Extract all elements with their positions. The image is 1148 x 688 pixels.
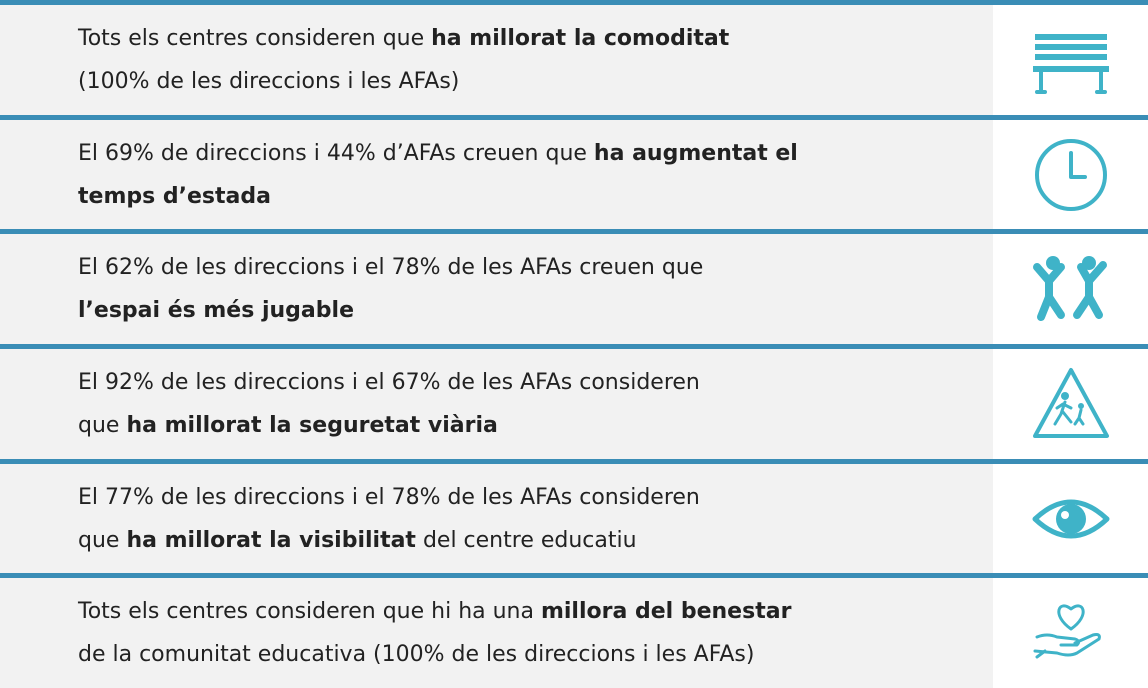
text: que bbox=[78, 527, 127, 553]
row-text: El 92% de les direccions i el 67% de les… bbox=[0, 349, 993, 459]
row-text: El 62% de les direccions i el 78% de les… bbox=[0, 234, 993, 345]
row-text: Tots els centres consideren que hi ha un… bbox=[0, 578, 993, 688]
text: Tots els centres consideren que bbox=[78, 25, 432, 51]
eye-icon bbox=[1032, 499, 1109, 539]
bold-text: ha millorat la visibilitat bbox=[126, 527, 416, 553]
bold-text: temps d’estada bbox=[78, 183, 271, 209]
row-icon bbox=[993, 234, 1148, 345]
bold-text: ha millorat la comoditat bbox=[431, 25, 730, 51]
bold-text: ha augmentat el bbox=[593, 140, 798, 166]
bold-text: l’espai és més jugable bbox=[78, 298, 354, 324]
row-text: El 77% de les direccions i el 78% de les… bbox=[0, 463, 993, 574]
text: Tots els centres consideren que hi ha un… bbox=[78, 599, 541, 625]
text-line: Tots els centres consideren que ha millo… bbox=[78, 17, 993, 60]
bench-icon bbox=[1032, 33, 1109, 94]
text-line: El 62% de les direccions i el 78% de les… bbox=[78, 246, 993, 289]
kids-icon bbox=[1032, 256, 1107, 322]
text-line: de la comunitat educativa (100% de les d… bbox=[78, 633, 993, 676]
row-icon bbox=[993, 349, 1148, 459]
text: que bbox=[78, 412, 127, 438]
row-text: El 69% de direccions i 44% d’AFAs creuen… bbox=[0, 119, 993, 230]
list-row: El 62% de les direccions i el 78% de les… bbox=[0, 229, 1148, 345]
text: El 69% de direccions i 44% d’AFAs creuen… bbox=[78, 140, 594, 166]
school-sign-icon bbox=[1032, 367, 1109, 438]
text-line: El 77% de les direccions i el 78% de les… bbox=[78, 476, 993, 519]
text: de la comunitat educativa (100% de les d… bbox=[78, 642, 755, 668]
clock-icon bbox=[1034, 138, 1107, 211]
row-text: Tots els centres consideren que ha millo… bbox=[0, 5, 993, 115]
text: El 77% de les direccions i el 78% de les… bbox=[78, 484, 700, 510]
list-row: El 92% de les direccions i el 67% de les… bbox=[0, 344, 1148, 459]
text: El 92% de les direccions i el 67% de les… bbox=[78, 369, 700, 395]
heart-hand-icon bbox=[1033, 604, 1101, 659]
text: El 62% de les direccions i el 78% de les… bbox=[78, 255, 704, 281]
row-icon bbox=[993, 5, 1148, 115]
row-icon bbox=[993, 463, 1148, 574]
text-line: que ha millorat la seguretat viària bbox=[78, 404, 993, 447]
list-row: El 69% de direccions i 44% d’AFAs creuen… bbox=[0, 114, 1148, 230]
bold-text: millora del benestar bbox=[540, 599, 792, 625]
row-icon bbox=[993, 578, 1148, 688]
text-line: temps d’estada bbox=[78, 175, 993, 218]
text-line: (100% de les direccions i les AFAs) bbox=[78, 60, 993, 103]
text: (100% de les direccions i les AFAs) bbox=[78, 68, 460, 94]
text: del centre educatiu bbox=[415, 527, 637, 553]
text-line: Tots els centres consideren que hi ha un… bbox=[78, 590, 993, 633]
bold-text: ha millorat la seguretat viària bbox=[126, 412, 498, 438]
text-line: El 69% de direccions i 44% d’AFAs creuen… bbox=[78, 132, 993, 175]
list-row: Tots els centres consideren que ha millo… bbox=[0, 0, 1148, 115]
list-row: El 77% de les direccions i el 78% de les… bbox=[0, 458, 1148, 574]
text-line: l’espai és més jugable bbox=[78, 289, 993, 332]
text-line: El 92% de les direccions i el 67% de les… bbox=[78, 361, 993, 404]
row-icon bbox=[993, 119, 1148, 230]
list-row: Tots els centres consideren que hi ha un… bbox=[0, 573, 1148, 688]
text-line: que ha millorat la visibilitat del centr… bbox=[78, 519, 993, 562]
